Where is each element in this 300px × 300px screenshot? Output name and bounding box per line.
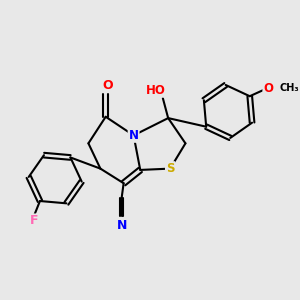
Text: HO: HO: [146, 84, 166, 97]
Text: F: F: [30, 214, 39, 227]
Text: O: O: [263, 82, 273, 95]
Text: S: S: [166, 162, 174, 175]
Text: CH₃: CH₃: [280, 83, 299, 93]
Text: N: N: [129, 129, 139, 142]
Text: O: O: [102, 79, 113, 92]
Text: N: N: [116, 219, 127, 232]
